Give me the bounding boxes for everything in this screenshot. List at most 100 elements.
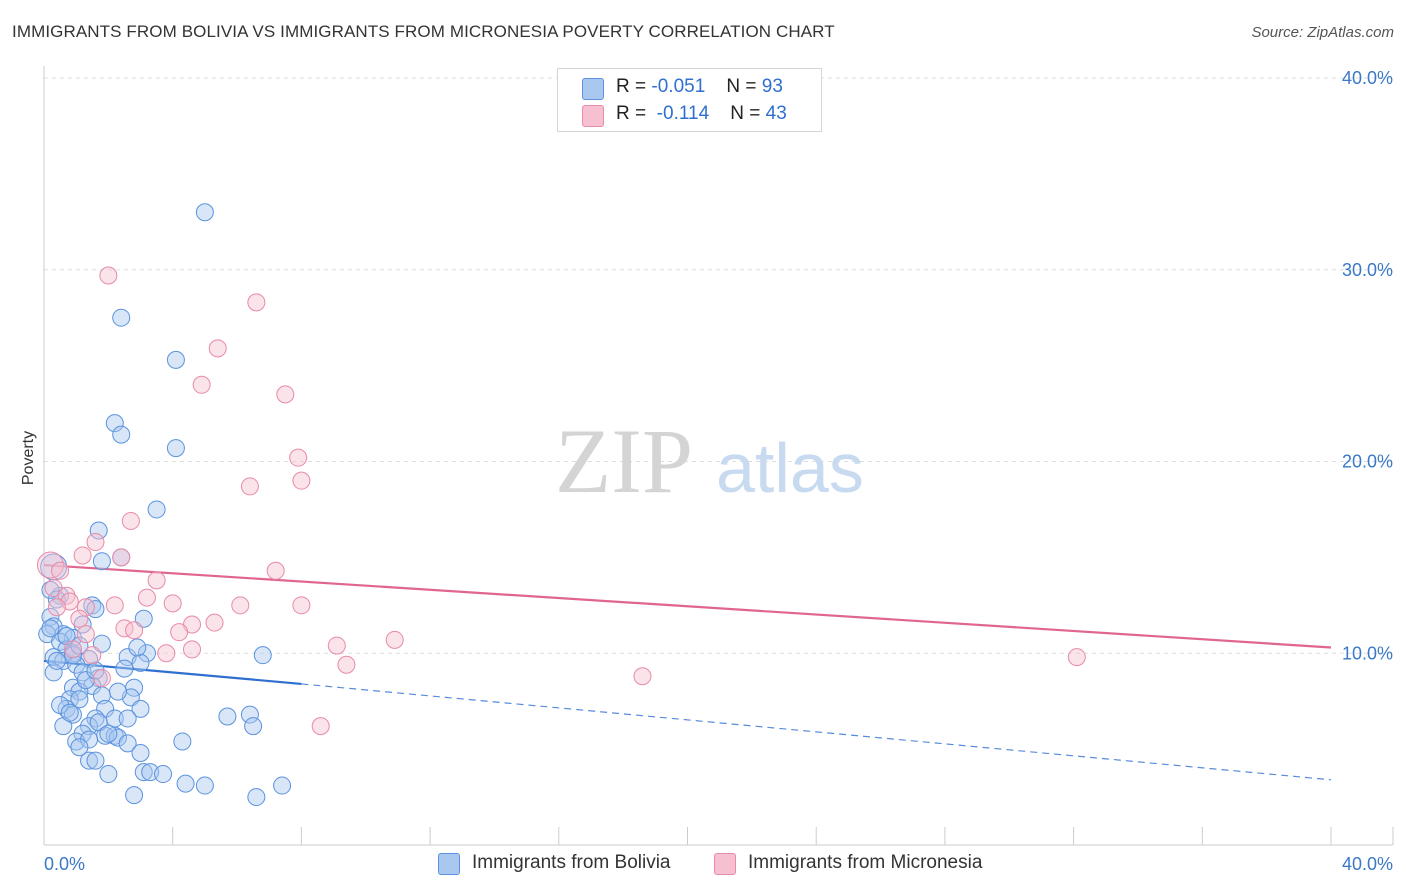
data-point-micronesia [163,594,182,613]
data-point-bolivia [41,619,60,638]
data-point-bolivia [247,788,266,807]
y-tick-label: 20.0% [1342,452,1393,472]
data-point-bolivia [67,655,86,674]
data-point-micronesia [51,561,70,580]
data-point-micronesia [76,598,95,617]
data-point-bolivia [131,699,150,718]
bottom-legend-swatch-bolivia [438,853,460,875]
data-point-bolivia [128,638,147,657]
data-point-micronesia [633,667,652,686]
data-point-bolivia [80,730,99,749]
data-point-micronesia [70,609,89,628]
data-point-bolivia [44,663,63,682]
y-axis-title: Poverty [20,431,37,485]
legend-n-label: N = [730,103,761,124]
data-point-micronesia [86,533,105,552]
data-point-micronesia [36,551,64,579]
data-point-bolivia [47,651,66,670]
data-point-bolivia [86,751,105,770]
data-point-bolivia [80,751,99,770]
chart-title: IMMIGRANTS FROM BOLIVIA VS IMMIGRANTS FR… [12,22,835,41]
data-point-micronesia [105,596,124,615]
gridlines [44,77,1393,654]
legend-n-label: N = [726,76,757,97]
watermark: ZIP atlas [555,410,864,512]
data-point-micronesia [137,588,156,607]
data-point-micronesia [247,293,266,312]
data-point-bolivia [125,786,144,805]
data-point-bolivia [240,705,259,724]
data-point-bolivia [147,500,166,519]
data-point-micronesia [125,621,144,640]
data-point-bolivia [118,709,137,728]
data-point-micronesia [63,640,82,659]
data-point-bolivia [51,696,70,715]
data-point-bolivia [195,776,214,795]
trend-line-micronesia [43,563,1332,649]
data-point-micronesia [99,266,118,285]
data-point-micronesia [192,375,211,394]
data-point-micronesia [205,613,224,632]
data-point-bolivia [273,776,292,795]
data-point-bolivia [105,414,124,433]
data-point-bolivia [253,646,272,665]
data-point-bolivia [112,425,131,444]
axes [43,66,1394,846]
bottom-legend-label-bolivia: Immigrants from Bolivia [472,852,671,873]
legend-n-value-bolivia: 93 [761,76,783,97]
data-point-micronesia [289,448,308,467]
x-tick-label: 0.0% [44,854,85,874]
correlation-legend: R = -0.051 N = 93 R = -0.114 N = 43 [557,68,822,132]
data-point-bolivia [134,763,153,782]
data-point-bolivia [76,671,95,690]
data-point-micronesia [83,646,102,665]
data-point-bolivia [131,653,150,672]
series-micronesia [36,266,1086,736]
data-point-micronesia [92,669,111,688]
data-point-micronesia [1067,648,1086,667]
data-point-micronesia [183,640,202,659]
bottom-legend-label-micronesia: Immigrants from Micronesia [748,852,983,873]
legend-n-value-micronesia: 43 [765,103,787,124]
data-point-micronesia [121,511,140,530]
data-point-bolivia [166,350,185,369]
data-point-micronesia [337,655,356,674]
data-point-bolivia [195,203,214,222]
data-point-bolivia [80,717,99,736]
data-point-micronesia [292,596,311,615]
data-point-bolivia [99,724,118,743]
data-point-bolivia [137,644,156,663]
data-point-bolivia [166,439,185,458]
data-point-bolivia [131,743,150,762]
data-point-bolivia [112,308,131,327]
data-point-micronesia [240,477,259,496]
data-point-micronesia [157,644,176,663]
watermark-zip: ZIP [555,410,693,512]
data-point-micronesia [112,548,131,567]
data-point-micronesia [47,598,66,617]
data-point-bolivia [41,580,60,599]
data-point-bolivia [70,738,89,757]
data-point-bolivia [115,659,134,678]
data-point-micronesia [147,571,166,590]
data-point-bolivia [60,703,79,722]
legend-r-value-micronesia: -0.114 [656,103,710,124]
data-point-bolivia [134,609,153,628]
data-point-micronesia [170,623,189,642]
bottom-legend-swatch-micronesia [714,853,736,875]
data-point-bolivia [118,734,137,753]
data-point-bolivia [109,682,128,701]
trend-line-bolivia-extrapolated [301,683,1332,781]
data-point-bolivia [218,707,237,726]
data-point-bolivia [70,682,89,701]
data-point-micronesia [57,586,76,605]
legend-r-label: R = [616,76,647,97]
data-point-bolivia [92,552,111,571]
legend-swatch-bolivia [582,78,604,100]
data-point-micronesia [208,339,227,358]
data-point-bolivia [176,774,195,793]
data-point-micronesia [76,625,95,644]
x-tick-label: 40.0% [1342,854,1393,874]
data-point-bolivia [63,646,82,665]
data-point-bolivia [89,713,108,732]
